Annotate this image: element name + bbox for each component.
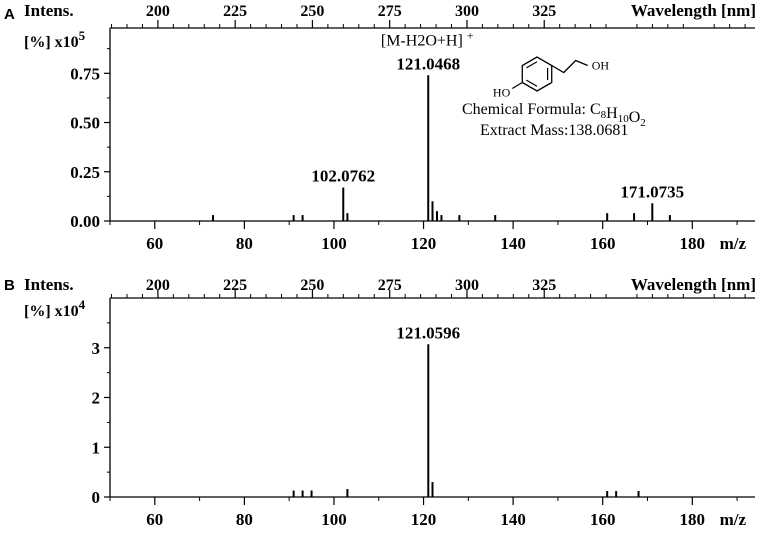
- panel-letter: B: [4, 277, 15, 294]
- top-axis-tick-label: 325: [532, 3, 556, 20]
- y-axis-tick-label: 0: [92, 488, 101, 507]
- top-axis-tick-label: 225: [223, 3, 247, 20]
- top-axis-tick-label: 275: [378, 3, 402, 20]
- chemical-formula: Chemical Formula: C8H10O2: [462, 101, 646, 129]
- x-axis-tick-label: 120: [411, 234, 437, 253]
- bond: [511, 81, 523, 90]
- x-axis-tick-label: 140: [500, 234, 526, 253]
- y-axis-label: Intens.: [24, 1, 74, 20]
- x-axis-tick-label: 100: [321, 510, 347, 529]
- peak-annotation: [M-H2O+H] +: [381, 28, 474, 49]
- x-axis-tick-label: 100: [321, 234, 347, 253]
- top-axis-tick-label: 275: [378, 277, 402, 294]
- x-axis-tick-label: 160: [590, 510, 616, 529]
- y-axis-tick-label: 1: [92, 438, 101, 457]
- spectrum-panel-b: B Intens. [%] x104 200 225 250 275 300 325 Wavele…: [4, 275, 756, 529]
- top-axis-label: Wavelength [nm]: [631, 275, 756, 294]
- panel-letter: A: [4, 6, 15, 23]
- y-axis-unit: [%] x104: [24, 297, 86, 320]
- x-axis-tick-label: 180: [680, 510, 706, 529]
- peak-label: 121.0468: [396, 54, 460, 73]
- y-axis-unit: [%] x105: [24, 28, 86, 51]
- x-axis-tick-label: 60: [146, 510, 163, 529]
- x-axis-tick-label: 80: [236, 234, 253, 253]
- hydroxyl-label: HO: [493, 86, 511, 100]
- y-axis-tick-label: 0.25: [70, 163, 100, 182]
- y-axis-tick-label: 0.50: [70, 114, 100, 133]
- x-axis-tick-label: 60: [146, 234, 163, 253]
- top-axis-tick-label: 200: [146, 3, 170, 20]
- top-axis-tick-label: 250: [300, 3, 324, 20]
- top-axis-label: Wavelength [nm]: [631, 1, 756, 20]
- peak-label: 121.0596: [396, 323, 460, 342]
- y-axis-tick-label: 3: [92, 339, 101, 358]
- x-axis-label: m/z: [720, 234, 747, 253]
- top-axis-tick-label: 300: [455, 277, 479, 294]
- top-axis-tick-label: 250: [300, 277, 324, 294]
- double-bond: [526, 79, 538, 87]
- chemical-structure: HO OH: [493, 56, 610, 100]
- y-axis-tick-label: 0.00: [70, 212, 100, 231]
- peak-label: 102.0762: [311, 167, 375, 186]
- double-bond: [526, 61, 538, 69]
- x-axis-tick-label: 120: [411, 510, 437, 529]
- hydroxyl-label: OH: [592, 59, 610, 73]
- y-axis-tick-label: 0.75: [70, 64, 100, 83]
- x-axis-tick-label: 140: [500, 510, 526, 529]
- y-axis-label: Intens.: [24, 275, 74, 294]
- top-axis-tick-label: 200: [146, 277, 170, 294]
- exact-mass: Extract Mass:138.0681: [480, 122, 628, 139]
- x-axis-label: m/z: [720, 510, 747, 529]
- top-axis-tick-label: 300: [455, 3, 479, 20]
- y-axis-tick-label: 2: [92, 389, 101, 408]
- top-axis-tick-label: 225: [223, 277, 247, 294]
- peak-label: 171.0735: [620, 182, 684, 201]
- side-chain: [551, 59, 588, 74]
- x-axis-tick-label: 180: [680, 234, 706, 253]
- x-axis-tick-label: 80: [236, 510, 253, 529]
- top-axis-tick-label: 325: [532, 277, 556, 294]
- x-axis-tick-label: 160: [590, 234, 616, 253]
- spectrum-panel-a: A Intens. [%] x105 200 225 250 275 300 325 Wavele…: [4, 1, 756, 253]
